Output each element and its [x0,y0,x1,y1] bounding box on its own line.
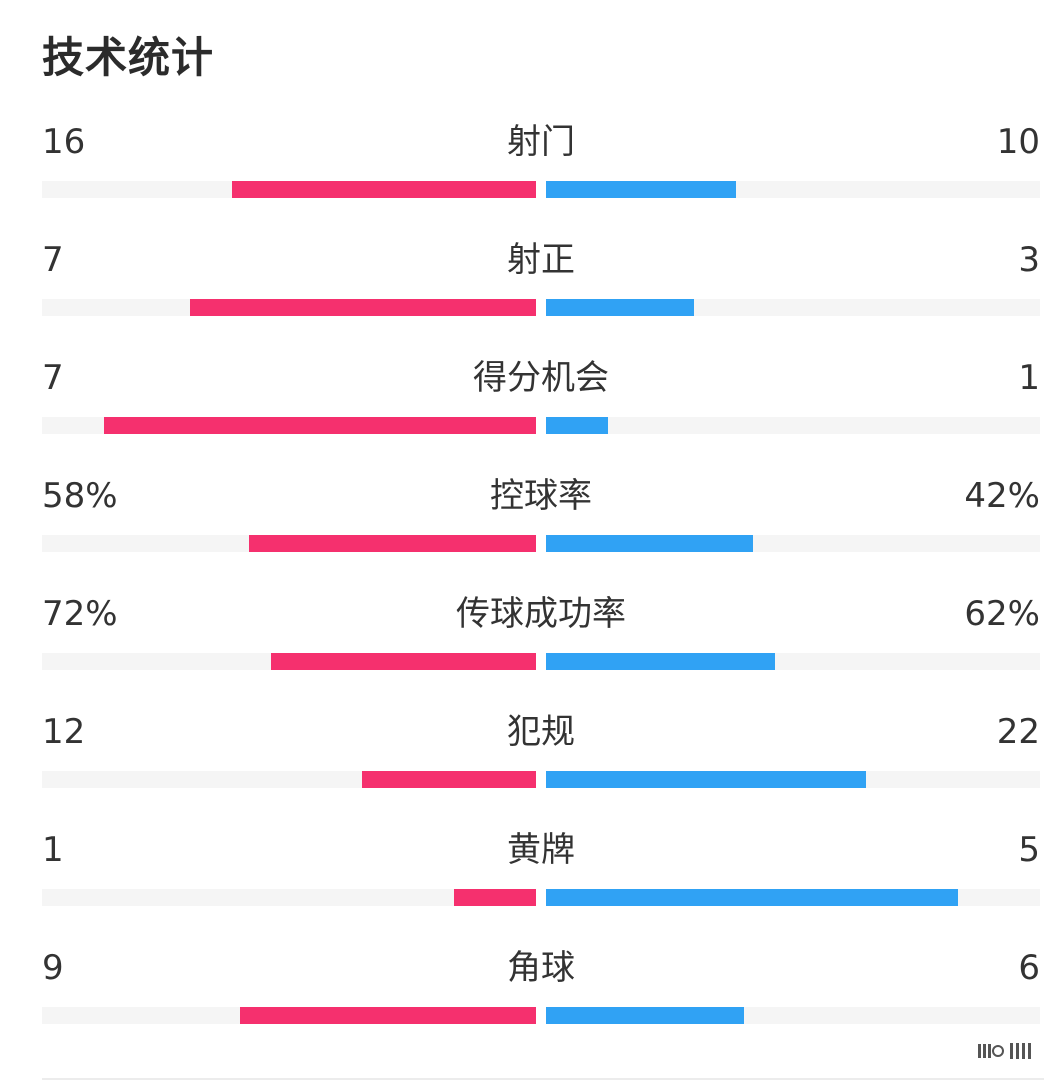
away-value: 1 [1018,358,1040,398]
stat-label: 传球成功率 [456,594,626,634]
away-value: 22 [996,712,1040,752]
home-track [42,181,536,198]
away-track [546,889,1040,906]
home-bar [270,653,536,670]
away-bar [546,535,754,552]
comparison-bar [42,889,1040,906]
away-track [546,417,1040,434]
stat-label: 角球 [507,948,575,988]
home-track [42,299,536,316]
stat-row: 射门 16 10 [42,112,1040,230]
home-track [42,1007,536,1024]
away-bar [546,771,866,788]
stat-row: 角球 9 6 [42,938,1040,1056]
home-value: 1 [42,830,64,870]
away-bar [546,417,608,434]
away-bar [546,1007,744,1024]
home-bar [190,299,536,316]
comparison-bar [42,417,1040,434]
stat-label: 得分机会 [473,358,609,398]
away-track [546,299,1040,316]
stat-label: 射门 [507,122,575,162]
away-value: 42% [964,476,1040,516]
away-value: 10 [996,122,1040,162]
comparison-bar [42,535,1040,552]
comparison-bar [42,653,1040,670]
away-bar [546,181,737,198]
away-value: 62% [964,594,1040,634]
page-title: 技术统计 [42,33,215,82]
home-bar [249,535,536,552]
away-bar [546,653,775,670]
stat-label: 黄牌 [507,830,575,870]
comparison-bar [42,181,1040,198]
away-track [546,653,1040,670]
away-track [546,181,1040,198]
away-value: 3 [1018,240,1040,280]
home-value: 72% [42,594,118,634]
home-bar [103,417,536,434]
home-value: 12 [42,712,86,752]
watermark-logo-icon [978,1044,1004,1058]
home-track [42,653,536,670]
home-track [42,417,536,434]
home-track [42,771,536,788]
away-value: 5 [1018,830,1040,870]
home-bar [239,1007,536,1024]
home-value: 7 [42,358,64,398]
home-track [42,535,536,552]
bottom-divider [42,1078,1044,1080]
home-value: 16 [42,122,86,162]
away-track [546,771,1040,788]
away-bar [546,889,958,906]
watermark-bars-icon [1010,1043,1031,1059]
away-track [546,535,1040,552]
stat-label: 控球率 [490,476,592,516]
comparison-bar [42,1007,1040,1024]
home-bar [232,181,536,198]
away-bar [546,299,695,316]
comparison-bar [42,299,1040,316]
watermark [978,1036,1042,1066]
comparison-bar [42,771,1040,788]
home-value: 9 [42,948,64,988]
home-bar [453,889,536,906]
stat-row: 黄牌 1 5 [42,820,1040,938]
stat-row: 射正 7 3 [42,230,1040,348]
away-value: 6 [1018,948,1040,988]
stat-row: 传球成功率 72% 62% [42,584,1040,702]
home-value: 58% [42,476,118,516]
stats-list: 射门 16 10 射正 7 3 得分机会 7 1 控球率 58% 42% 传球成功率 72% 62% 犯规 12… [42,112,1040,1056]
stat-label: 犯规 [507,712,575,752]
stat-label: 射正 [507,240,575,280]
home-track [42,889,536,906]
stat-row: 犯规 12 22 [42,702,1040,820]
away-track [546,1007,1040,1024]
stat-row: 控球率 58% 42% [42,466,1040,584]
home-bar [361,771,536,788]
home-value: 7 [42,240,64,280]
stat-row: 得分机会 7 1 [42,348,1040,466]
